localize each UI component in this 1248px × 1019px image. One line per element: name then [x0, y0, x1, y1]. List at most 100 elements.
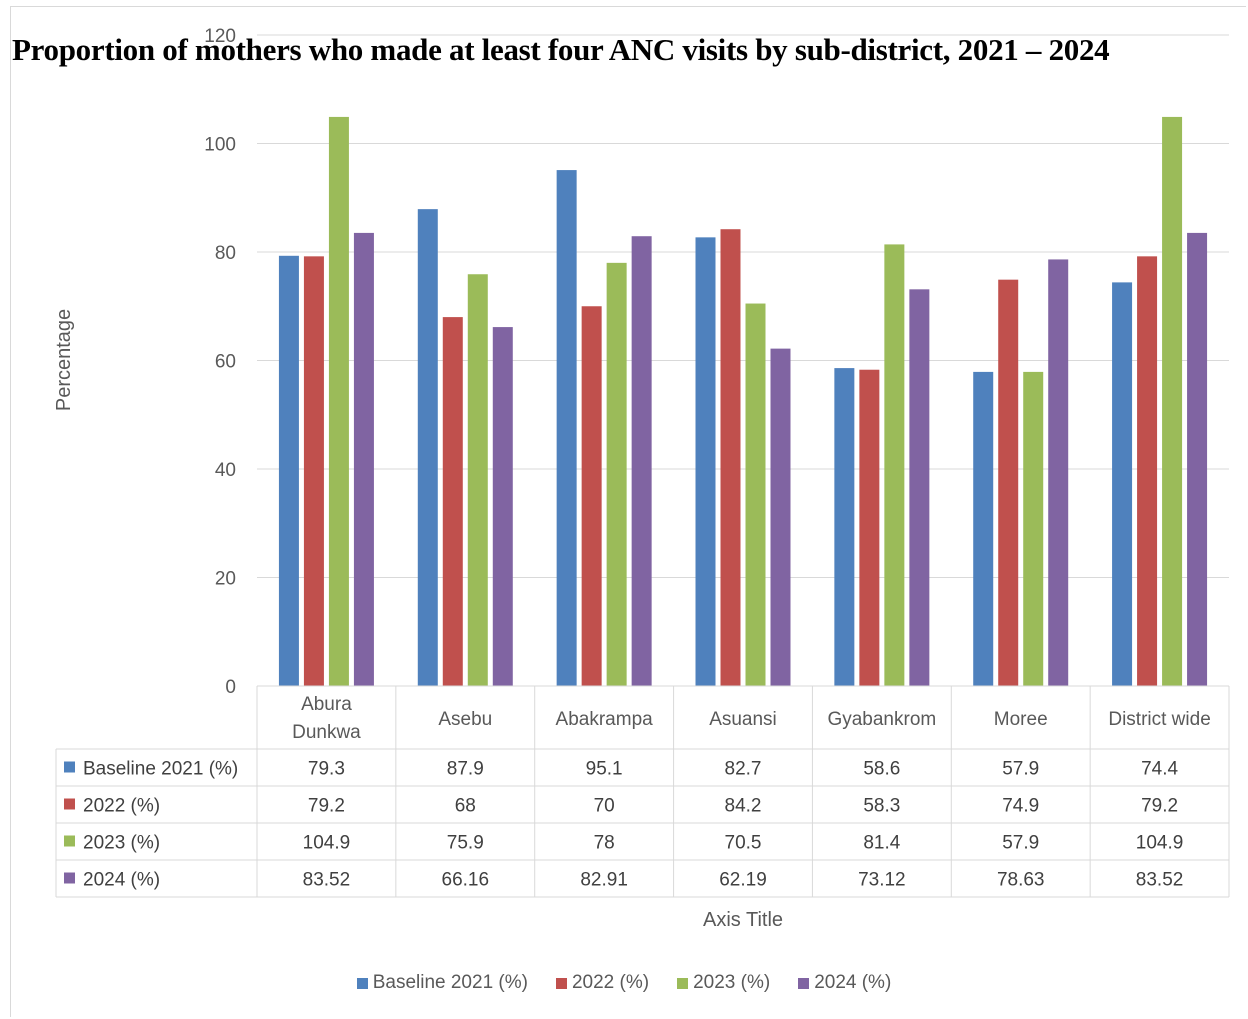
table-cell: 57.9: [1002, 759, 1039, 780]
chart-title: Proportion of mothers who made at least …: [12, 32, 1110, 67]
legend-swatch: [356, 977, 368, 989]
bar: [492, 327, 513, 686]
y-tick-labels: 0 20 40 60 80 100 120: [204, 26, 236, 698]
table-cell: 74.4: [1141, 759, 1178, 780]
table-cell: 70.5: [725, 833, 762, 854]
bar: [1112, 282, 1133, 686]
bar: [973, 371, 994, 686]
legend-swatch: [677, 977, 689, 989]
table-cell: 57.9: [1002, 833, 1039, 854]
table-swatch: [64, 835, 75, 847]
table-cell: 62.19: [719, 870, 767, 891]
y-axis-label: Percentage: [53, 309, 75, 411]
legend-item: 2024 (%): [798, 972, 891, 994]
category-label: Asuansi: [709, 709, 777, 730]
y-tick-label: 20: [215, 569, 236, 590]
category-label: Abakrampa: [556, 709, 654, 730]
y-tick-label: 120: [204, 26, 236, 47]
table-swatch: [64, 872, 75, 884]
table-cell: 83.52: [303, 870, 351, 891]
bar: [695, 237, 716, 687]
legend-swatch: [798, 977, 810, 989]
table-cell: 82.91: [580, 870, 628, 891]
bar: [909, 289, 930, 686]
table-cell: 58.3: [863, 796, 900, 817]
table-swatch: [64, 798, 75, 810]
data-table: Abura Dunkwa Asebu Abakrampa Asuansi Gyabankr…: [55, 685, 1230, 898]
table-cell: 75.9: [447, 833, 484, 854]
x-axis-title: Axis Title: [703, 909, 783, 931]
bar: [1048, 259, 1069, 686]
gridlines: [257, 34, 1229, 578]
legend-label: Baseline 2021 (%): [372, 972, 528, 993]
bar: [303, 256, 324, 686]
category-label: Dunkwa: [292, 722, 361, 743]
table-row-label: 2024 (%): [83, 870, 160, 891]
bar: [745, 303, 766, 686]
table-cell: 78.63: [997, 870, 1045, 891]
table-swatch: [64, 761, 75, 773]
category-label: District wide: [1108, 709, 1210, 730]
bar: [1023, 371, 1044, 686]
bar: [859, 369, 880, 686]
category-label: Gyabankrom: [827, 709, 936, 730]
table-cell: 73.12: [858, 870, 906, 891]
table-cell: 82.7: [725, 759, 762, 780]
legend: Baseline 2021 (%) 2022 (%) 2023 (%) 2024 (%…: [0, 972, 1248, 994]
table-cell: 79.2: [308, 796, 345, 817]
chart-frame: [10, 6, 1246, 1017]
bar: [556, 170, 577, 686]
y-tick-label: 60: [215, 352, 236, 373]
legend-swatch: [555, 977, 567, 989]
table-cell: 104.9: [1136, 833, 1184, 854]
table-cell: 58.6: [863, 759, 900, 780]
legend-label: 2023 (%): [693, 972, 771, 993]
table-cell: 70: [594, 796, 615, 817]
table-cell: 83.52: [1136, 870, 1184, 891]
bar: [606, 262, 627, 686]
table-cell: 84.2: [725, 796, 762, 817]
bar: [884, 244, 905, 686]
table-cell: 68: [455, 796, 476, 817]
bar: [1187, 232, 1208, 687]
table-cell: 66.16: [442, 870, 490, 891]
category-label: Moree: [994, 709, 1048, 730]
bar: [278, 255, 299, 687]
bar: [581, 306, 602, 686]
y-tick-label: 100: [204, 135, 236, 156]
legend-item: 2022 (%): [555, 972, 650, 994]
table-cell: 74.9: [1002, 796, 1039, 817]
bars: [278, 116, 1208, 687]
table-cell: 95.1: [586, 759, 623, 780]
table-row-label: 2022 (%): [83, 796, 160, 817]
legend-item: Baseline 2021 (%): [356, 972, 528, 994]
bar: [1162, 116, 1183, 687]
table-cell: 87.9: [447, 759, 484, 780]
y-tick-label: 80: [215, 243, 236, 264]
legend-label: 2024 (%): [814, 972, 892, 993]
bar: [417, 209, 438, 686]
legend-label: 2022 (%): [571, 972, 650, 993]
table-cell: 79.2: [1141, 796, 1178, 817]
category-label: Abura: [301, 694, 352, 715]
bar: [467, 274, 488, 686]
table-cell: 104.9: [303, 833, 351, 854]
y-tick-label: 40: [215, 460, 236, 481]
table-row-label: 2023 (%): [83, 833, 160, 854]
bar: [720, 229, 741, 686]
bar: [998, 279, 1019, 686]
y-tick-label: 0: [225, 677, 236, 698]
table-cell: 78: [594, 833, 615, 854]
legend-item: 2023 (%): [677, 972, 770, 994]
bar: [353, 232, 374, 687]
category-label: Asebu: [438, 709, 492, 730]
bar: [442, 317, 463, 686]
table-cell: 79.3: [308, 759, 345, 780]
bar: [1137, 256, 1158, 686]
bar: [770, 348, 791, 686]
table-cell: 81.4: [863, 833, 900, 854]
bar: [834, 368, 855, 686]
bar: [328, 116, 349, 687]
table-row-label: Baseline 2021 (%): [83, 759, 238, 780]
